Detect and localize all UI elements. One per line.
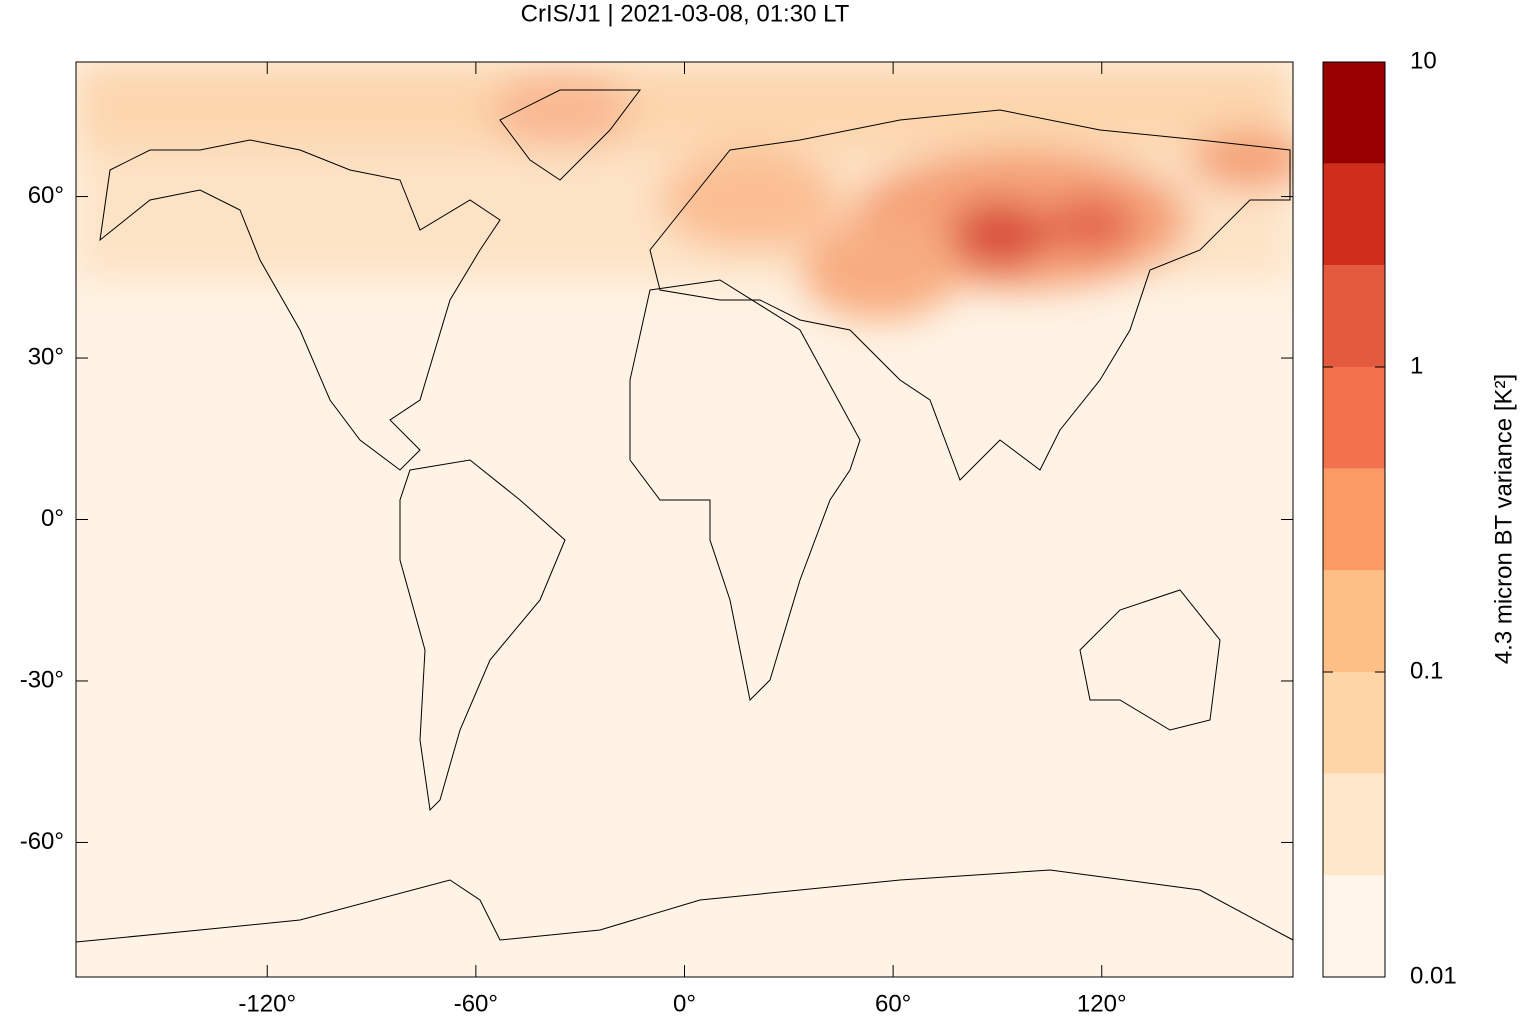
colorbar-band [1323,265,1385,367]
y-tick-label: 60° [28,182,64,209]
y-tick-label: 0° [41,505,64,532]
colorbar-tick-label: 1 [1410,352,1423,379]
y-tick-label: 30° [28,343,64,370]
colorbar-band [1323,773,1385,876]
colorbar-tick-label: 0.01 [1410,962,1457,989]
colorbar-band [1323,570,1385,672]
colorbar-band [1323,468,1385,571]
y-tick-label: -30° [20,666,64,693]
y-tick-label: -60° [20,828,64,855]
x-tick-label: -120° [238,990,296,1017]
colorbar-frame [1322,61,1386,978]
x-tick-label: 0° [673,990,696,1017]
colorbar-band [1323,367,1385,469]
colorbar-tick-label: 10 [1410,47,1437,74]
colorbar-tick-label: 0.1 [1410,657,1443,684]
colorbar-label: 4.3 micron BT variance [K²] [1490,374,1517,664]
map-field [76,62,1293,977]
colorbar-band [1323,163,1385,266]
x-tick-label: 60° [875,990,911,1017]
x-tick-label: 120° [1077,990,1127,1017]
x-tick-label: -60° [454,990,498,1017]
colorbar-band [1323,672,1385,774]
chart-title: CrIS/J1 | 2021-03-08, 01:30 LT [521,0,850,27]
coastlines [76,89,1293,943]
colorbar-band [1323,875,1385,977]
colorbar-band [1323,62,1385,164]
